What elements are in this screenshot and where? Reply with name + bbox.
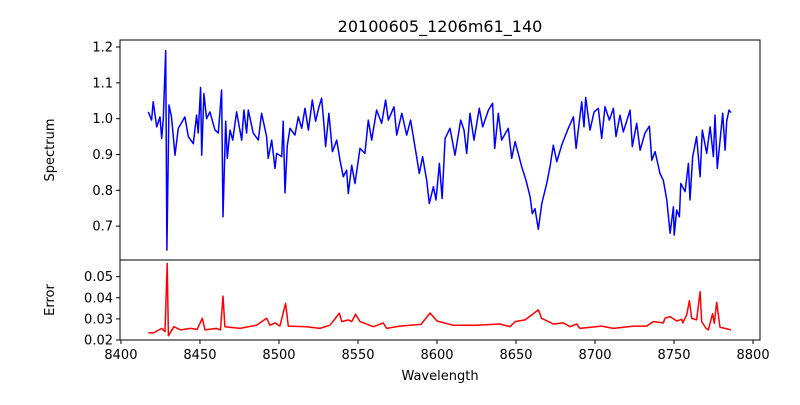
- x-tick-label: 8700: [578, 348, 611, 363]
- error-y-tick-label: 0.04: [84, 291, 113, 306]
- x-tick-label: 8450: [183, 348, 216, 363]
- x-tick-label: 8600: [420, 348, 453, 363]
- error-axes-frame: [119, 259, 761, 341]
- spectrum-y-tick-label: 1.1: [92, 76, 113, 91]
- x-tick-label: 8400: [104, 348, 137, 363]
- spectrum-y-axis-label: Spectrum: [43, 119, 58, 182]
- x-tick-label: 8500: [262, 348, 295, 363]
- error-y-tick-label: 0.05: [84, 270, 113, 285]
- spectrum-axes-frame: [119, 39, 761, 261]
- spectrum-y-tick-label: 1.0: [92, 112, 113, 127]
- x-tick-label: 8650: [499, 348, 532, 363]
- x-tick-label: 8550: [341, 348, 374, 363]
- error-y-tick-label: 0.03: [84, 312, 113, 327]
- error-y-tick-label: 0.02: [84, 334, 113, 349]
- spectrum-y-tick-label: 1.2: [92, 41, 113, 56]
- x-tick-label: 8750: [657, 348, 690, 363]
- spectrum-y-tick-label: 0.8: [92, 184, 113, 199]
- spectrum-y-tick-label: 0.9: [92, 148, 113, 163]
- error-y-axis-label: Error: [43, 284, 58, 316]
- x-tick-label: 8800: [737, 348, 770, 363]
- x-axis-label: Wavelength: [401, 369, 478, 384]
- chart-title: 20100605_1206m61_140: [338, 17, 543, 37]
- spectrum-y-tick-label: 0.7: [92, 220, 113, 235]
- spectrum-series-line: [147, 49, 732, 251]
- error-series-line: [148, 262, 732, 337]
